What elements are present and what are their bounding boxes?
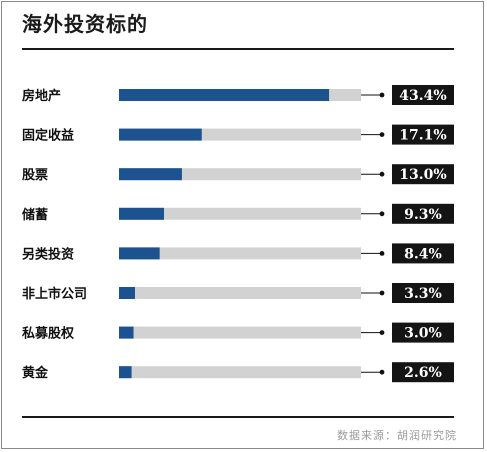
bar bbox=[119, 247, 160, 260]
value-label: 43.4% bbox=[399, 88, 446, 104]
connector-dot bbox=[379, 290, 385, 296]
value-label-box bbox=[392, 283, 454, 303]
category-label: 固定收益 bbox=[22, 128, 74, 144]
connector-dot bbox=[379, 251, 385, 256]
category-label: 私募股权 bbox=[22, 326, 75, 342]
bar-track bbox=[119, 207, 361, 220]
connector-dot bbox=[379, 132, 385, 138]
value-label: 2.6% bbox=[404, 365, 442, 381]
value-label-box bbox=[392, 243, 454, 264]
bar-track bbox=[119, 366, 361, 379]
value-label-box bbox=[392, 362, 454, 383]
category-label: 黄金 bbox=[22, 365, 49, 381]
bar-track bbox=[119, 326, 361, 339]
bar bbox=[119, 128, 202, 141]
value-label-box bbox=[392, 322, 454, 343]
bar bbox=[119, 366, 132, 379]
value-label: 17.1% bbox=[399, 128, 446, 144]
bar bbox=[119, 326, 134, 339]
bar-track bbox=[119, 287, 361, 299]
value-label: 3.3% bbox=[404, 286, 442, 302]
value-label: 9.3% bbox=[404, 207, 442, 223]
bar bbox=[119, 287, 135, 299]
bar bbox=[119, 207, 165, 220]
value-label-box bbox=[392, 203, 454, 224]
value-label: 3.0% bbox=[404, 326, 442, 342]
bar-track bbox=[119, 247, 361, 260]
connector-dot bbox=[379, 369, 385, 375]
category-label: 房地产 bbox=[22, 88, 61, 104]
value-label: 13.0% bbox=[399, 167, 446, 183]
category-label: 非上市公司 bbox=[22, 286, 87, 302]
bar bbox=[119, 89, 330, 101]
connector-dot bbox=[379, 171, 385, 177]
title-divider bbox=[22, 48, 454, 50]
connector-dot bbox=[379, 330, 385, 335]
value-label-box bbox=[392, 164, 454, 185]
category-label: 储蓄 bbox=[21, 207, 48, 223]
chart-title: 海外投资标的 bbox=[22, 12, 148, 36]
value-label-box bbox=[392, 124, 454, 145]
value-label-box bbox=[392, 85, 454, 105]
bar bbox=[119, 168, 182, 181]
value-label: 8.4% bbox=[404, 246, 442, 262]
category-label: 另类投资 bbox=[22, 246, 74, 262]
footer-divider bbox=[22, 416, 454, 418]
source-note: 数据来源：胡润研究院 bbox=[337, 429, 457, 442]
connector-dot bbox=[379, 92, 385, 98]
connector-dot bbox=[379, 211, 385, 217]
category-label: 股票 bbox=[22, 167, 48, 183]
